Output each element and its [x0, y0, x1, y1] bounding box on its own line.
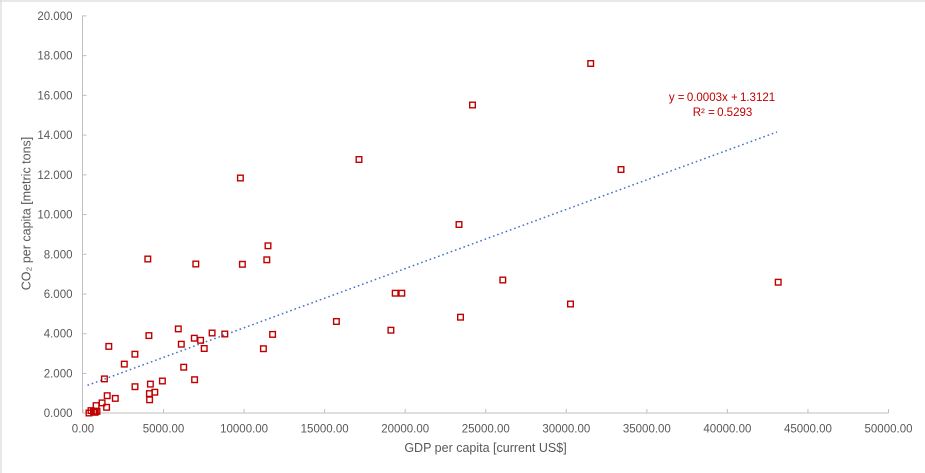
svg-text:10000.00: 10000.00 — [220, 424, 268, 436]
svg-text:25000.00: 25000.00 — [462, 424, 510, 436]
svg-text:8.000: 8.000 — [44, 249, 73, 261]
svg-text:50000.00: 50000.00 — [865, 424, 913, 436]
svg-text:5000.00: 5000.00 — [143, 424, 185, 436]
svg-text:0.00: 0.00 — [72, 424, 94, 436]
svg-text:0.000: 0.000 — [44, 408, 73, 420]
svg-text:45000.00: 45000.00 — [784, 424, 832, 436]
svg-text:20.000: 20.000 — [37, 11, 72, 23]
svg-text:y = 0.0003x + 1.3121: y = 0.0003x + 1.3121 — [669, 92, 775, 104]
svg-text:4.000: 4.000 — [44, 329, 73, 341]
svg-text:15000.00: 15000.00 — [301, 424, 349, 436]
svg-text:18.000: 18.000 — [37, 51, 72, 63]
svg-text:6.000: 6.000 — [44, 289, 73, 301]
svg-text:35000.00: 35000.00 — [623, 424, 671, 436]
svg-text:20000.00: 20000.00 — [381, 424, 429, 436]
svg-text:CO₂ per capita [metric tons]: CO₂ per capita [metric tons] — [20, 137, 34, 291]
svg-text:2.000: 2.000 — [44, 368, 73, 380]
svg-text:12.000: 12.000 — [37, 170, 72, 182]
svg-text:16.000: 16.000 — [37, 90, 72, 102]
svg-text:30000.00: 30000.00 — [542, 424, 590, 436]
svg-text:10.000: 10.000 — [37, 210, 72, 222]
svg-text:40000.00: 40000.00 — [703, 424, 751, 436]
svg-text:GDP per capita [current US$]: GDP per capita [current US$] — [404, 441, 566, 455]
svg-text:R² = 0.5293: R² = 0.5293 — [693, 107, 753, 119]
svg-text:14.000: 14.000 — [37, 130, 72, 142]
